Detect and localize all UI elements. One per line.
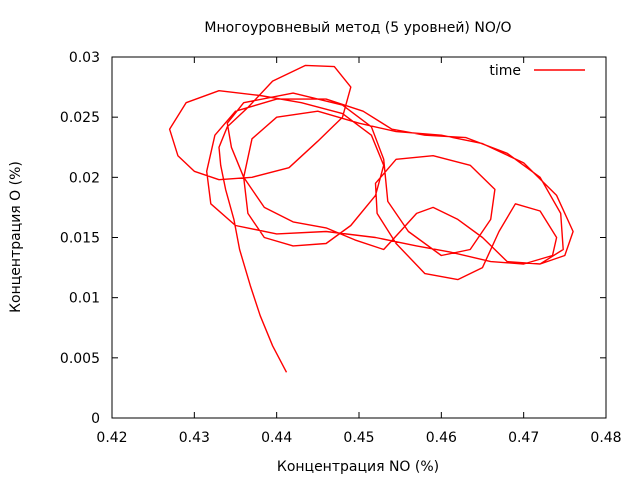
y-tick-label: 0 [91, 411, 100, 427]
y-tick-label: 0.005 [60, 351, 100, 367]
plot-frame [111, 56, 607, 419]
y-axis: 0 0.005 0.01 0.015 0.02 0.025 0.03 [60, 50, 606, 427]
x-tick-label: 0.43 [179, 430, 210, 446]
x-tick-label: 0.48 [590, 430, 621, 446]
x-tick-label: 0.46 [426, 430, 457, 446]
y-tick-label: 0.03 [69, 50, 100, 66]
x-tick-label: 0.47 [508, 430, 539, 446]
x-tick-label: 0.44 [261, 430, 292, 446]
legend-label: time [489, 63, 521, 79]
series-line-time [168, 64, 574, 373]
y-axis-label: Концентрация O (%) [8, 161, 24, 313]
y-tick-label: 0.025 [60, 110, 100, 126]
chart-title: Многоуровневый метод (5 уровней) NO/O [204, 20, 511, 36]
y-tick-label: 0.02 [69, 170, 100, 186]
legend: time [489, 63, 585, 79]
x-tick-label: 0.42 [96, 430, 127, 446]
y-tick-label: 0.01 [69, 291, 100, 307]
x-axis-label: Концентрация NO (%) [277, 459, 439, 475]
y-tick-label: 0.015 [60, 231, 100, 247]
x-axis: 0.42 0.43 0.44 0.45 0.46 0.47 0.48 [96, 57, 622, 446]
x-tick-label: 0.45 [343, 430, 374, 446]
